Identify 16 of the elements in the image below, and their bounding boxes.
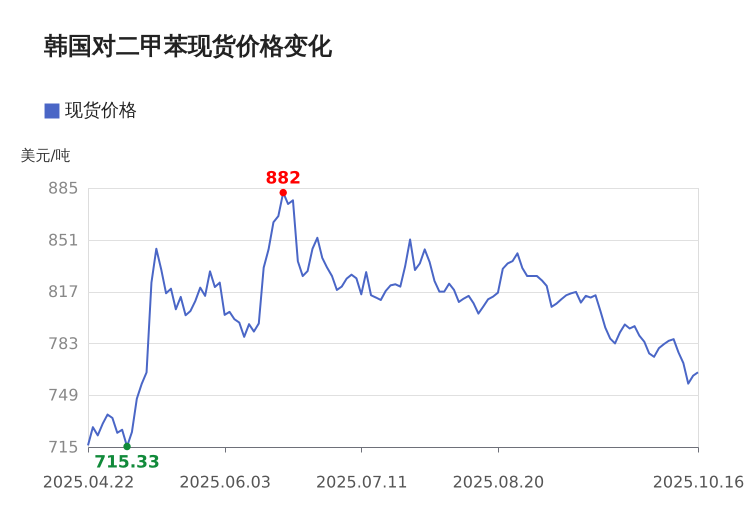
x-tick-label: 2025.08.20 — [452, 472, 544, 492]
x-tick-label: 2025.07.11 — [316, 472, 408, 492]
y-tick-label: 817 — [48, 282, 78, 302]
y-axis-title: 美元/吨 — [20, 146, 71, 164]
x-tick-label: 2025.04.22 — [42, 472, 134, 492]
y-tick-label: 885 — [48, 178, 78, 198]
x-tick-label: 2025.06.03 — [179, 472, 271, 492]
legend-label: 现货价格 — [65, 100, 137, 121]
y-tick-label: 715 — [48, 438, 78, 456]
y-tick-label: 749 — [48, 386, 78, 405]
x-tick-label: 2025.10.16 — [652, 472, 744, 492]
chart-title: 韩国对二甲苯现货价格变化 — [43, 32, 333, 60]
y-tick-label: 783 — [48, 334, 78, 353]
annotation: 715.33 — [94, 452, 160, 472]
y-tick-label: 851 — [48, 230, 78, 250]
annotation: 882 — [265, 168, 301, 189]
